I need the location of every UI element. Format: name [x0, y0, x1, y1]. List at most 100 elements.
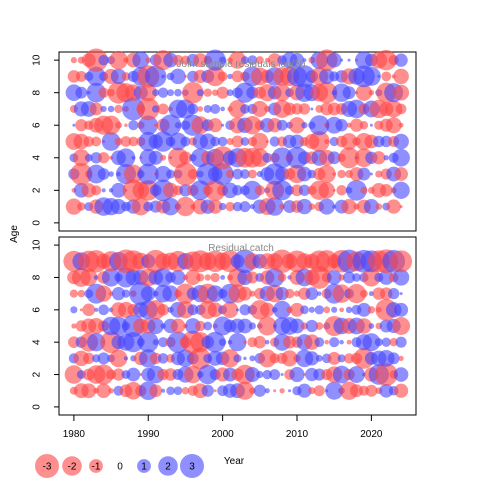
residual-bubble: [172, 54, 184, 66]
residual-bubble: [347, 58, 351, 62]
residual-bubble: [123, 356, 128, 361]
residual-bubble: [244, 367, 260, 383]
residual-bubble: [187, 103, 199, 115]
residual-bubble: [206, 285, 224, 302]
residual-bubble: [338, 274, 345, 281]
residual-bubble: [174, 88, 182, 97]
residual-bubble: [249, 355, 256, 362]
residual-bubble: [91, 136, 102, 147]
residual-bubble: [91, 185, 102, 196]
residual-bubble: [219, 56, 227, 64]
residual-bubble: [332, 172, 337, 176]
residual-bubble: [308, 306, 315, 313]
residual-bubble: [375, 170, 383, 178]
residual-bubble: [161, 388, 166, 393]
y-tick-label: 10: [32, 54, 43, 66]
residual-bubble: [110, 198, 127, 215]
residual-bubble: [375, 203, 383, 210]
residual-bubble: [340, 58, 344, 62]
residual-bubble: [349, 118, 364, 132]
residual-bubble: [109, 349, 128, 368]
residual-bubble: [394, 302, 409, 317]
residual-bubble: [220, 106, 225, 112]
residual-bubble: [204, 331, 226, 353]
residual-bubble: [325, 381, 344, 400]
residual-bubble: [151, 105, 160, 113]
residual-bubble: [140, 286, 156, 302]
residual-bubble: [225, 201, 235, 212]
residual-bubble: [265, 140, 269, 143]
residual-bubble: [309, 115, 330, 136]
residual-bubble: [93, 364, 114, 385]
residual-bubble: [360, 289, 368, 298]
residual-bubble: [157, 87, 169, 98]
residual-bubble: [101, 115, 121, 135]
residual-bubble: [246, 271, 259, 284]
residual-bubble: [319, 68, 335, 85]
residual-bubble: [203, 104, 212, 113]
residual-bubble: [302, 373, 306, 377]
residual-bubble: [324, 339, 330, 345]
residual-bubble: [136, 97, 160, 121]
y-tick-label: 4: [32, 155, 43, 161]
residual-bubble: [162, 285, 179, 302]
residual-bubble: [356, 318, 372, 334]
residual-bubble: [368, 323, 375, 329]
residual-bubble: [281, 350, 298, 367]
residual-bubble: [87, 333, 106, 352]
residual-bubble: [225, 169, 235, 179]
residual-bubble: [389, 337, 398, 347]
bubble-layer: [65, 48, 410, 217]
residual-bubble: [98, 152, 110, 164]
residual-bubble: [70, 306, 78, 314]
joint-sample-residuals-panel: Joint sample residuals log(N) 0 2 4 6 8 10: [32, 48, 417, 232]
residual-bubble: [101, 188, 106, 193]
residual-bubble: [152, 131, 174, 152]
residual-bubble: [284, 288, 295, 299]
legend-label: -2: [68, 462, 77, 473]
residual-bubble: [181, 387, 190, 395]
residual-bubble: [98, 87, 109, 98]
residual-bubble: [152, 339, 159, 346]
residual-bubble: [251, 100, 268, 117]
residual-bubble: [190, 180, 211, 201]
residual-bubble: [394, 53, 408, 67]
residual-bubble: [298, 184, 311, 196]
residual-bubble: [148, 150, 163, 165]
residual-bubble: [193, 53, 208, 68]
residual-bubble: [374, 363, 398, 386]
residual-bubble: [243, 115, 262, 135]
y-axis: 0 2 4 6 8 10: [32, 239, 59, 410]
residual-bubble: [273, 84, 291, 102]
residual-bubble: [327, 351, 341, 365]
residual-bubble: [251, 132, 269, 151]
residual-bubble: [341, 199, 357, 215]
residual-bubble: [199, 133, 216, 150]
residual-bubble: [296, 198, 313, 215]
residual-bubble: [390, 250, 413, 273]
residual-bubble: [228, 100, 247, 118]
residual-bubble: [220, 275, 226, 280]
x-tick-label: 2000: [212, 429, 235, 440]
residual-bubble: [237, 318, 253, 334]
residual-bubble: [368, 89, 375, 96]
residual-bubble: [254, 185, 265, 196]
residual-bubble: [239, 201, 251, 213]
residual-bubble: [120, 136, 132, 147]
residual-bubble: [203, 321, 213, 331]
residual-bubble: [337, 354, 346, 363]
residual-bubble: [276, 119, 288, 131]
residual-bubble: [393, 133, 409, 150]
residual-bubble: [204, 49, 226, 71]
residual-catch-panel: Residual catch 0 2 4 6 8 10: [32, 236, 417, 416]
y-tick-label: 8: [32, 89, 43, 95]
residual-bubble: [279, 388, 285, 394]
residual-bubble: [327, 151, 341, 165]
residual-bubble: [298, 103, 311, 115]
residual-bubble: [343, 271, 356, 284]
residual-bubble: [277, 273, 287, 282]
residual-bubble: [221, 123, 225, 127]
residual-bubble: [369, 172, 373, 176]
residual-bubble: [355, 84, 373, 101]
y-axis-label: Age: [9, 225, 20, 243]
